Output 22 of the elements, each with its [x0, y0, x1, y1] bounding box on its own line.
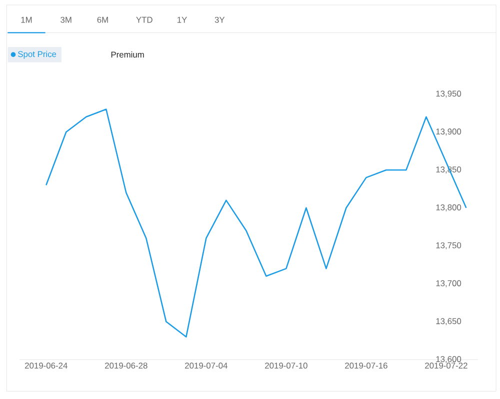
text: 3M [60, 16, 72, 23]
x-tick-label: 2019-07-04 [185, 362, 228, 368]
text: Premium [111, 51, 144, 58]
y-tick-label: 13,800 [436, 204, 462, 212]
line-series [46, 108, 467, 338]
y-tick-label: 13,950 [436, 90, 462, 98]
x-tick-label: 2019-07-22 [425, 362, 468, 368]
y-tick-label: 13,650 [436, 318, 462, 326]
y-tick-label: 13,750 [436, 242, 462, 250]
text: 1M [21, 16, 32, 23]
text: 1Y [177, 16, 187, 23]
text: YTD [136, 16, 152, 23]
y-tick-label: 13,600 [436, 356, 462, 363]
text: 6M [97, 16, 108, 23]
y-tick-label: 13,900 [436, 128, 462, 136]
x-tick-label: 2019-06-24 [25, 362, 68, 368]
x-tick-label: 2019-07-16 [345, 362, 388, 368]
legend-label: Spot Price [18, 50, 56, 59]
text: 3Y [214, 16, 225, 23]
x-tick-label: 2019-07-10 [265, 362, 308, 368]
y-tick-label: 13,700 [436, 280, 462, 288]
x-tick-label: 2019-06-28 [105, 362, 148, 368]
